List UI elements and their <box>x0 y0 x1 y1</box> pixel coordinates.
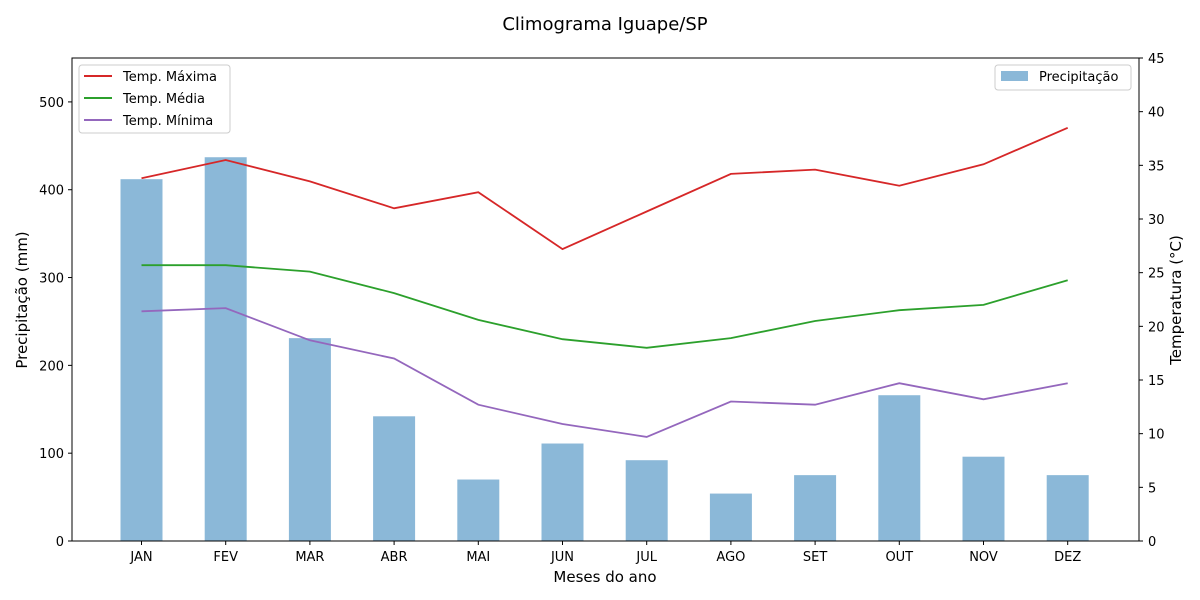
y-left-tick-label: 0 <box>56 535 64 550</box>
y-left-tick-label: 100 <box>39 447 64 462</box>
y-right-tick-label: 0 <box>1148 535 1156 550</box>
y-right-tick-label: 35 <box>1148 159 1165 174</box>
precipitation-bars <box>120 157 1089 541</box>
legend-label-temp-media: Temp. Média <box>122 92 205 107</box>
legend-swatch-precipitacao <box>1001 71 1028 81</box>
y-right-tick-label: 40 <box>1148 106 1165 121</box>
legend-precipitation-box <box>994 64 1132 91</box>
x-tick-label: ABR <box>381 550 408 565</box>
y-right-tick-label: 20 <box>1148 320 1165 335</box>
x-axis-ticks: JAN FEV MAR ABR MAI JUN JUL AGO SET OUT NOV DEZ <box>129 541 1081 565</box>
chart-title: Climograma Iguape/SP <box>502 14 707 35</box>
y-left-tick-label: 300 <box>39 272 64 287</box>
x-tick-label: NOV <box>969 550 998 565</box>
line-series-0 <box>141 126 1069 251</box>
y-axis-right-label: Temperatura (°C) <box>1167 235 1185 366</box>
legend-precipitation: Precipitação <box>994 64 1132 91</box>
y-right-tick-label: 15 <box>1148 374 1165 389</box>
y-axis-left-label: Precipitação (mm) <box>13 231 31 368</box>
bar-precipitacao-nov <box>962 456 1005 541</box>
temperature-lines <box>141 126 1069 438</box>
line-series-2 <box>141 307 1068 438</box>
bar-precipitacao-out <box>878 395 921 541</box>
bar-precipitacao-jan <box>120 179 163 541</box>
bar-precipitacao-jul <box>625 460 668 541</box>
bar-precipitacao-set <box>794 475 837 541</box>
x-tick-label: DEZ <box>1054 550 1081 565</box>
x-tick-label: FEV <box>213 550 238 565</box>
x-tick-label: MAR <box>295 550 324 565</box>
x-tick-label: JUN <box>550 550 574 565</box>
y-axis-left-ticks: 0 100 200 300 400 500 <box>39 96 72 550</box>
y-right-tick-label: 25 <box>1148 267 1165 282</box>
y-left-tick-label: 200 <box>39 359 64 374</box>
bar-precipitacao-ago <box>709 493 752 541</box>
y-right-tick-label: 45 <box>1148 52 1165 67</box>
x-axis-label: Meses do ano <box>553 568 656 586</box>
legend-temperature: Temp. Máxima Temp. Média Temp. Mínima <box>78 64 231 134</box>
y-right-tick-label: 5 <box>1148 481 1156 496</box>
legend-label-temp-maxima: Temp. Máxima <box>122 70 217 85</box>
bar-precipitacao-abr <box>373 416 416 541</box>
bar-precipitacao-jun <box>541 443 584 541</box>
bar-precipitacao-mai <box>457 479 500 541</box>
plot-frame <box>71 57 1140 542</box>
line-series-1 <box>141 264 1068 349</box>
y-left-tick-label: 500 <box>39 96 64 111</box>
x-tick-label: JAN <box>129 550 152 565</box>
x-tick-label: JUL <box>635 550 657 565</box>
x-tick-label: OUT <box>885 550 913 565</box>
x-tick-label: AGO <box>716 550 745 565</box>
x-tick-label: SET <box>803 550 827 565</box>
bar-precipitacao-mar <box>288 338 331 541</box>
y-left-tick-label: 400 <box>39 184 64 199</box>
bar-precipitacao-fev <box>204 157 247 541</box>
y-right-tick-label: 10 <box>1148 428 1165 443</box>
legend-label-temp-minima: Temp. Mínima <box>122 114 213 129</box>
y-right-tick-label: 30 <box>1148 213 1165 228</box>
bar-precipitacao-dez <box>1046 475 1089 541</box>
x-tick-label: MAI <box>466 550 490 565</box>
y-axis-right-ticks: 0 5 10 15 20 25 30 35 40 45 <box>1139 52 1165 550</box>
legend-temperature-box <box>78 64 231 134</box>
legend-label-precipitacao: Precipitação <box>1039 70 1118 85</box>
